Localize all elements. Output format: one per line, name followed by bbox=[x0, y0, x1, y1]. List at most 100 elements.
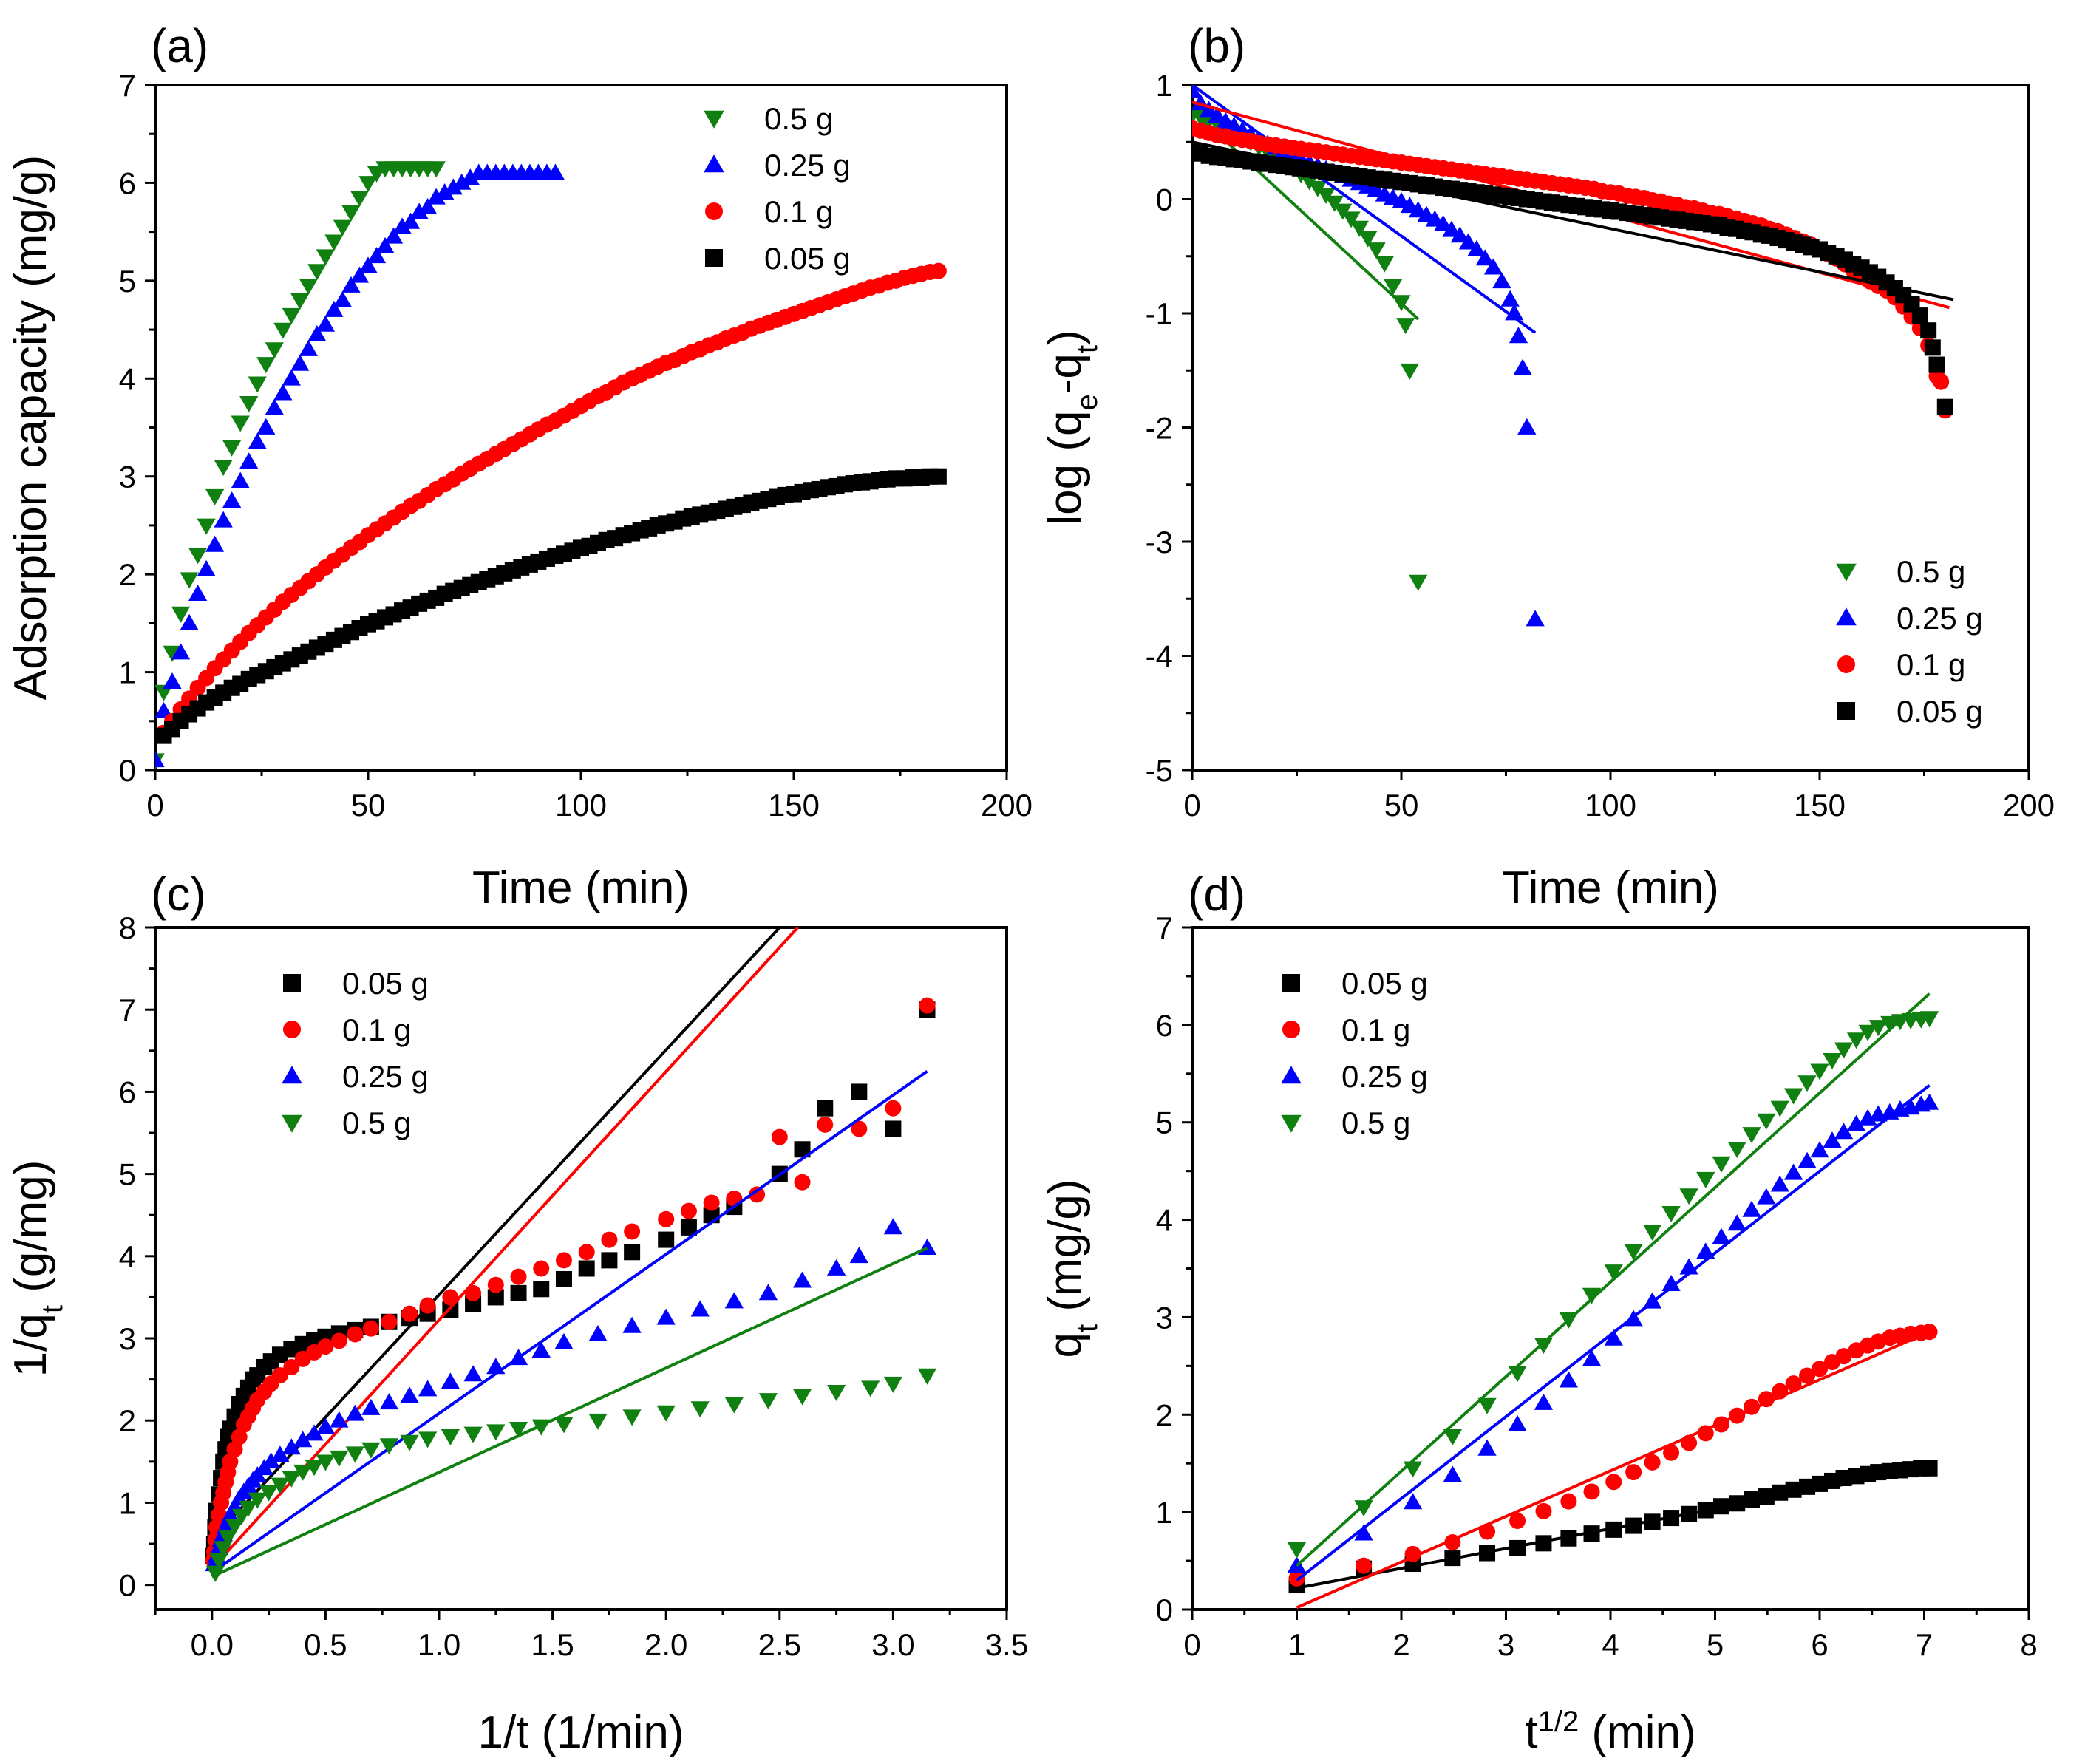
legend-marker bbox=[704, 110, 724, 129]
data-point bbox=[155, 684, 174, 701]
legend-marker bbox=[283, 1021, 301, 1038]
data-point bbox=[1810, 1063, 1829, 1080]
axis-title-part: e bbox=[1071, 394, 1103, 410]
data-point bbox=[1582, 1287, 1602, 1304]
data-point bbox=[601, 1252, 618, 1269]
data-point bbox=[375, 236, 395, 253]
legend-marker bbox=[1836, 563, 1857, 582]
data-point bbox=[205, 535, 225, 552]
data-point bbox=[401, 1305, 418, 1322]
data-point bbox=[214, 460, 233, 477]
data-area bbox=[1287, 992, 1939, 1610]
data-point bbox=[333, 219, 353, 236]
data-point bbox=[1403, 1461, 1423, 1478]
series-05g bbox=[155, 161, 446, 770]
y-tick-label: 1 bbox=[1156, 1495, 1173, 1530]
data-point bbox=[1919, 1011, 1939, 1028]
legend-marker bbox=[705, 249, 723, 267]
data-point bbox=[282, 369, 301, 386]
data-point bbox=[1644, 1513, 1661, 1530]
legend-label: 0.25 g bbox=[1897, 601, 1983, 636]
data-point bbox=[180, 572, 199, 589]
data-point bbox=[188, 548, 208, 565]
data-point bbox=[554, 1332, 574, 1349]
data-point bbox=[205, 488, 225, 505]
data-point bbox=[1392, 295, 1411, 312]
data-point bbox=[1509, 1513, 1526, 1530]
data-point bbox=[256, 357, 276, 374]
legend-label: 0.1 g bbox=[1897, 647, 1965, 682]
data-point bbox=[1679, 1188, 1698, 1205]
legend-label: 0.05 g bbox=[764, 241, 851, 276]
data-point bbox=[531, 1419, 551, 1436]
data-point bbox=[1770, 1100, 1789, 1117]
data-point bbox=[1823, 1131, 1842, 1148]
data-point bbox=[1712, 1156, 1731, 1173]
series-01g bbox=[1288, 1324, 1938, 1610]
data-point bbox=[1729, 1495, 1746, 1512]
data-point bbox=[452, 173, 472, 190]
data-point bbox=[533, 1260, 550, 1277]
legend-marker bbox=[283, 974, 301, 992]
data-point bbox=[350, 190, 370, 207]
data-point bbox=[817, 1100, 834, 1117]
data-point bbox=[509, 1349, 528, 1366]
data-point bbox=[1356, 1557, 1373, 1574]
data-point bbox=[545, 163, 565, 180]
y-tick-label: 7 bbox=[119, 68, 136, 103]
data-point bbox=[1661, 1205, 1681, 1222]
data-point bbox=[1625, 1517, 1642, 1534]
x-tick-label: 1 bbox=[1288, 1627, 1305, 1662]
series-005g bbox=[155, 468, 947, 744]
data-point bbox=[1727, 1141, 1746, 1158]
series-01g bbox=[205, 927, 936, 1570]
x-tick-label: 100 bbox=[1585, 788, 1636, 823]
data-point bbox=[341, 276, 361, 293]
data-point bbox=[1712, 1498, 1729, 1515]
data-point bbox=[1772, 1484, 1789, 1501]
data-point bbox=[601, 1231, 618, 1248]
y-axis-title: qt (mg/g) bbox=[1040, 1179, 1103, 1358]
panel-label: (d) bbox=[1188, 868, 1245, 921]
data-point bbox=[1605, 1474, 1622, 1491]
data-point bbox=[316, 315, 336, 332]
data-point bbox=[379, 1393, 399, 1410]
data-point bbox=[367, 247, 387, 264]
data-point bbox=[1868, 1020, 1888, 1037]
data-point bbox=[362, 1320, 379, 1337]
y-tick-label: -1 bbox=[1146, 296, 1173, 331]
data-point bbox=[1933, 373, 1950, 390]
data-point bbox=[1785, 1375, 1802, 1392]
data-point bbox=[163, 645, 182, 662]
fit-line bbox=[211, 1246, 928, 1579]
y-tick-label: 0 bbox=[1156, 183, 1173, 217]
data-point bbox=[658, 1231, 675, 1248]
data-point bbox=[1358, 231, 1378, 248]
data-point bbox=[1404, 1545, 1421, 1562]
data-point bbox=[1920, 322, 1937, 339]
data-point bbox=[1604, 1264, 1623, 1281]
y-tick-label: 7 bbox=[1156, 910, 1173, 945]
data-point bbox=[442, 1289, 459, 1306]
data-point bbox=[1583, 1483, 1600, 1500]
legend-label: 0.5 g bbox=[342, 1106, 411, 1140]
legend-label: 0.5 g bbox=[1341, 1106, 1410, 1140]
data-point bbox=[656, 1405, 676, 1422]
data-point bbox=[919, 997, 936, 1014]
data-point bbox=[1681, 1434, 1698, 1451]
series-05g bbox=[1287, 992, 1939, 1567]
data-point bbox=[1287, 1542, 1307, 1559]
data-point bbox=[851, 1120, 868, 1137]
data-point bbox=[392, 217, 412, 234]
panel-a: 0 50 100 150 200 0 1 2 3 4 5 6 7 (a) Time (min) Adsorpt… bbox=[5, 19, 1033, 913]
data-point bbox=[1858, 1024, 1877, 1041]
y-axis-title: Adsorption capacity (mg/g) bbox=[5, 155, 56, 700]
data-point bbox=[418, 197, 438, 214]
x-axis-title: t1/2 (min) bbox=[1525, 1706, 1695, 1758]
data-point bbox=[1799, 1478, 1816, 1495]
axis-title-part: t bbox=[1525, 1707, 1537, 1758]
data-point bbox=[248, 376, 267, 393]
y-tick-label: 0 bbox=[1156, 1593, 1173, 1627]
y-tick-label: 6 bbox=[119, 1075, 136, 1109]
